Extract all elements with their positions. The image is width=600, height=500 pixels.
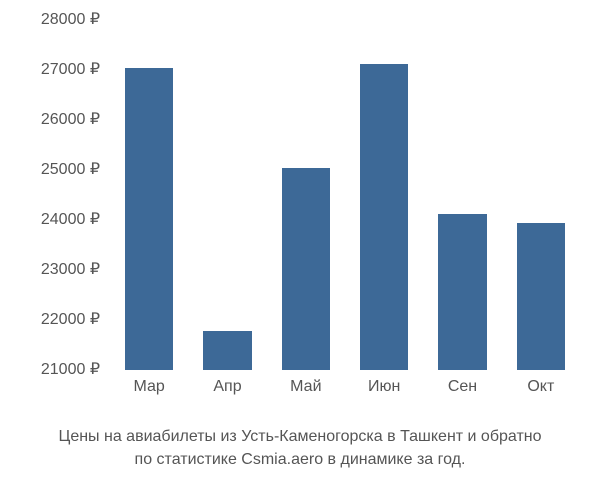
y-tick-label: 21000 ₽ xyxy=(0,362,100,378)
caption-line-1: Цены на авиабилеты из Усть-Каменогорска … xyxy=(58,428,541,445)
x-tick-label: Июн xyxy=(368,378,400,396)
x-tick-label: Окт xyxy=(527,378,554,396)
bar xyxy=(517,223,566,370)
y-tick-label: 28000 ₽ xyxy=(0,12,100,28)
x-axis-labels: Мар Апр Май Июн Сен Окт xyxy=(110,378,580,408)
x-tick-label: Апр xyxy=(213,378,241,396)
x-tick-label: Мар xyxy=(134,378,165,396)
y-tick-label: 24000 ₽ xyxy=(0,212,100,228)
y-tick-label: 23000 ₽ xyxy=(0,262,100,278)
y-tick-label: 26000 ₽ xyxy=(0,112,100,128)
caption-line-2: по статистике Csmia.aero в динамике за г… xyxy=(135,451,466,468)
chart-caption: Цены на авиабилеты из Усть-Каменогорска … xyxy=(0,425,600,471)
y-tick-label: 25000 ₽ xyxy=(0,162,100,178)
bar xyxy=(360,64,409,370)
y-tick-label: 22000 ₽ xyxy=(0,312,100,328)
price-chart: 21000 ₽ 22000 ₽ 23000 ₽ 24000 ₽ 25000 ₽ 26000… xyxy=(0,0,600,430)
y-tick-label: 27000 ₽ xyxy=(0,62,100,78)
bar xyxy=(438,214,487,371)
bar xyxy=(203,331,252,370)
plot-area xyxy=(110,20,580,370)
x-tick-label: Сен xyxy=(448,378,477,396)
bar xyxy=(282,168,331,371)
bar xyxy=(125,68,174,371)
x-tick-label: Май xyxy=(290,378,321,396)
